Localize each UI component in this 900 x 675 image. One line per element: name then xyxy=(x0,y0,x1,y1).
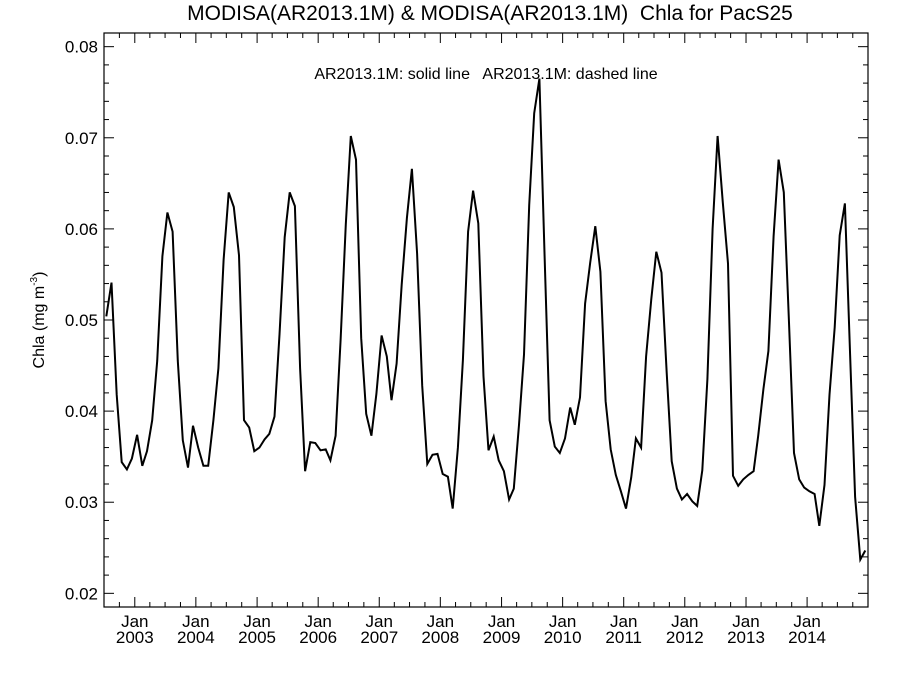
x-axis: Jan2003Jan2004Jan2005Jan2006Jan2007Jan20… xyxy=(103,33,854,647)
y-tick-label: 0.02 xyxy=(65,584,98,603)
y-tick-label: 0.08 xyxy=(65,38,98,57)
y-axis: 0.02 0.03 0.04 0.05 0.06 0.07 0.08 xyxy=(65,38,868,603)
legend-annotation: AR2013.1M: solid line AR2013.1M: dashed … xyxy=(314,66,657,83)
x-tick-year-label: 2004 xyxy=(177,628,215,647)
x-tick-year-label: 2003 xyxy=(116,628,154,647)
x-tick-month-label: Jan xyxy=(610,612,637,631)
series-layer xyxy=(105,78,867,563)
x-tick-month-label: Jan xyxy=(488,612,515,631)
x-tick-month-label: Jan xyxy=(121,612,148,631)
x-tick-month-label: Jan xyxy=(182,612,209,631)
x-tick-year-label: 2008 xyxy=(421,628,459,647)
x-tick-month-label: Jan xyxy=(549,612,576,631)
x-tick-year-label: 2005 xyxy=(238,628,276,647)
x-tick-month-label: Jan xyxy=(243,612,270,631)
x-tick-year-label: 2009 xyxy=(483,628,521,647)
x-tick-year-label: 2014 xyxy=(788,628,826,647)
plot-frame xyxy=(103,32,869,608)
y-tick-label: 0.06 xyxy=(65,220,98,239)
y-axis-label-close: ) xyxy=(31,272,48,277)
x-tick-year-label: 2007 xyxy=(360,628,398,647)
x-tick-month-label: Jan xyxy=(366,612,393,631)
x-tick-year-label: 2006 xyxy=(299,628,337,647)
x-tick-month-label: Jan xyxy=(732,612,759,631)
y-axis-label-text: Chla (mg m xyxy=(31,286,48,369)
chart-title: MODISA(AR2013.1M) & MODISA(AR2013.1M) Ch… xyxy=(187,2,793,25)
x-tick-year-label: 2012 xyxy=(666,628,704,647)
x-tick-year-label: 2011 xyxy=(605,628,642,647)
x-tick-month-label: Jan xyxy=(427,612,454,631)
x-tick-month-label: Jan xyxy=(304,612,331,631)
x-tick-year-label: 2013 xyxy=(727,628,765,647)
x-tick-year-label: 2010 xyxy=(544,628,582,647)
x-tick-month-label: Jan xyxy=(793,612,820,631)
x-tick-month-label: Jan xyxy=(671,612,698,631)
y-axis-label-superscript: -3 xyxy=(29,276,40,285)
y-tick-label: 0.03 xyxy=(65,493,98,512)
series-line xyxy=(105,78,867,563)
y-tick-label: 0.05 xyxy=(65,311,98,330)
y-tick-label: 0.07 xyxy=(65,129,98,148)
y-axis-label: Chla (mg m-3) xyxy=(29,272,48,369)
y-tick-label: 0.04 xyxy=(65,402,98,421)
